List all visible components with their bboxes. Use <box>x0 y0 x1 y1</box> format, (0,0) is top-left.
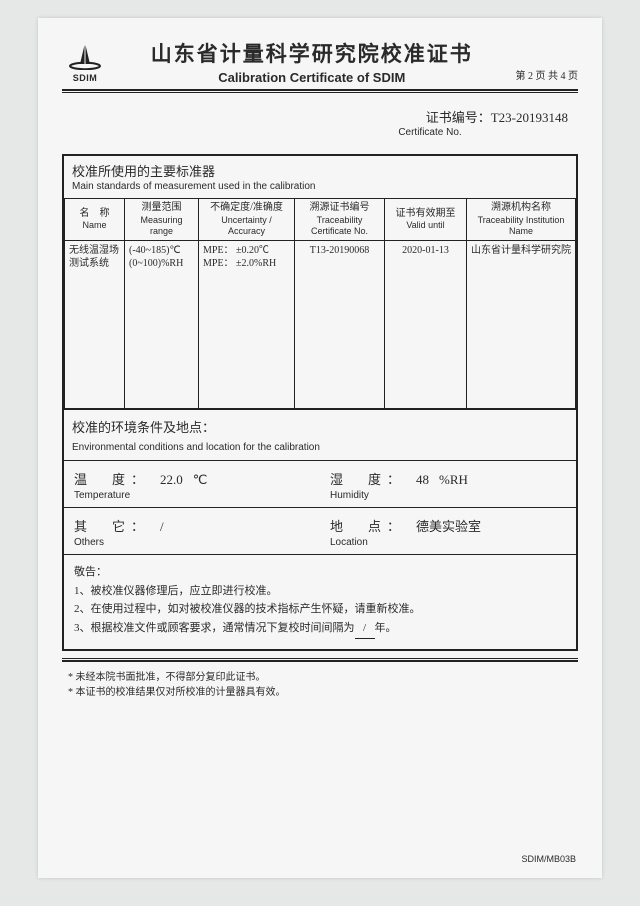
others-cell: 其 它： / Others <box>64 508 320 554</box>
cert-no-value: T23-20193148 <box>491 110 568 125</box>
env-title-en: Environmental conditions and location fo… <box>72 442 568 453</box>
cell-accuracy: MPE： ±0.20℃ MPE： ±2.0%RH <box>199 241 295 409</box>
cell-name: 无线温湿场测试系统 <box>65 241 125 409</box>
temp-label-zh: 温 度： <box>74 472 150 487</box>
humidity-cell: 湿 度： 48 %RH Humidity <box>320 461 576 507</box>
loc-label-zh: 地 点： <box>330 519 406 534</box>
footnote-2: * 本证书的校准结果仅对所校准的计量器具有效。 <box>68 685 578 700</box>
env-section-header: 校准的环境条件及地点： Environmental conditions and… <box>64 409 576 460</box>
logo-text: SDIM <box>62 73 108 83</box>
standards-table: 名 称Name 测量范围Measuring range 不确定度/准确度Unce… <box>64 198 576 409</box>
title-en: Calibration Certificate of SDIM <box>108 70 516 85</box>
col-trace-cert: 溯源证书编号Traceability Certificate No. <box>295 199 385 241</box>
hum-unit: %RH <box>439 472 468 487</box>
env-row-2: 其 它： / Others 地 点： 德美实验室 Location <box>64 507 576 554</box>
cert-no-label: 证书编号： <box>426 110 491 125</box>
cell-institution: 山东省计量科学研究院 <box>467 241 576 409</box>
sdim-logo-icon <box>68 40 102 70</box>
hum-label-zh: 湿 度： <box>330 472 406 487</box>
other-label-zh: 其 它： <box>74 519 150 534</box>
advice-item-3: 3、根据校准文件或顾客要求，通常情况下复校时间间隔为/年。 <box>74 619 566 639</box>
cell-trace-cert: T13-20190068 <box>295 241 385 409</box>
col-valid-until: 证书有效期至Valid until <box>385 199 467 241</box>
other-label-en: Others <box>74 537 310 548</box>
col-name: 名 称Name <box>65 199 125 241</box>
cell-range: (-40~185)℃ (0~100)%RH <box>125 241 199 409</box>
cert-no-label-en: Certificate No. <box>282 127 578 138</box>
advice-head: 敬告： <box>74 563 566 582</box>
header-rule-thick <box>62 89 578 91</box>
col-range: 测量范围Measuring range <box>125 199 199 241</box>
temp-value: 22.0 <box>160 472 183 487</box>
logo: SDIM <box>62 40 108 83</box>
footer-rule-thick <box>62 660 578 662</box>
loc-label-en: Location <box>330 537 566 548</box>
header: SDIM 山东省计量科学研究院校准证书 Calibration Certific… <box>62 40 578 85</box>
standards-title-en: Main standards of measurement used in th… <box>72 181 568 192</box>
col-institution: 溯源机构名称Traceability Institution Name <box>467 199 576 241</box>
footer-rule-thin <box>62 658 578 659</box>
standards-section-header: 校准所使用的主要标准器 Main standards of measuremen… <box>64 156 576 198</box>
hum-label-en: Humidity <box>330 490 566 501</box>
col-accuracy: 不确定度/准确度Uncertainty / Accuracy <box>199 199 295 241</box>
temp-label-en: Temperature <box>74 490 310 501</box>
header-rule-thin <box>62 92 578 93</box>
loc-value: 德美实验室 <box>416 519 481 534</box>
temp-unit: ℃ <box>193 472 208 487</box>
temperature-cell: 温 度： 22.0 ℃ Temperature <box>64 461 320 507</box>
hum-value: 48 <box>416 472 429 487</box>
footnote-1: * 未经本院书面批准，不得部分复印此证书。 <box>68 670 578 685</box>
env-row-1: 温 度： 22.0 ℃ Temperature 湿 度： 48 %RH Humi… <box>64 460 576 507</box>
advice-item-1: 1、被校准仪器修理后，应立即进行校准。 <box>74 582 566 601</box>
title-block: 山东省计量科学研究院校准证书 Calibration Certificate o… <box>108 40 516 85</box>
cell-valid-until: 2020-01-13 <box>385 241 467 409</box>
interval-blank: / <box>355 619 375 639</box>
certificate-page: SDIM 山东省计量科学研究院校准证书 Calibration Certific… <box>38 18 602 878</box>
footnotes: * 未经本院书面批准，不得部分复印此证书。 * 本证书的校准结果仅对所校准的计量… <box>62 670 578 700</box>
location-cell: 地 点： 德美实验室 Location <box>320 508 576 554</box>
main-box: 校准所使用的主要标准器 Main standards of measuremen… <box>62 154 578 651</box>
document-code: SDIM/MB03B <box>521 854 576 864</box>
advice-section: 敬告： 1、被校准仪器修理后，应立即进行校准。 2、在使用过程中，如对被校准仪器… <box>64 554 576 649</box>
page-number: 第 2 页 共 4 页 <box>516 67 579 85</box>
certificate-number-row: 证书编号：T23-20193148 <box>62 107 578 126</box>
table-header-row: 名 称Name 测量范围Measuring range 不确定度/准确度Unce… <box>65 199 576 241</box>
standards-title-zh: 校准所使用的主要标准器 <box>72 161 568 180</box>
table-row: 无线温湿场测试系统 (-40~185)℃ (0~100)%RH MPE： ±0.… <box>65 241 576 409</box>
env-title-zh: 校准的环境条件及地点： <box>72 417 568 436</box>
title-zh: 山东省计量科学研究院校准证书 <box>108 38 516 68</box>
advice-item-2: 2、在使用过程中，如对被校准仪器的技术指标产生怀疑，请重新校准。 <box>74 600 566 619</box>
other-value: / <box>160 519 164 534</box>
